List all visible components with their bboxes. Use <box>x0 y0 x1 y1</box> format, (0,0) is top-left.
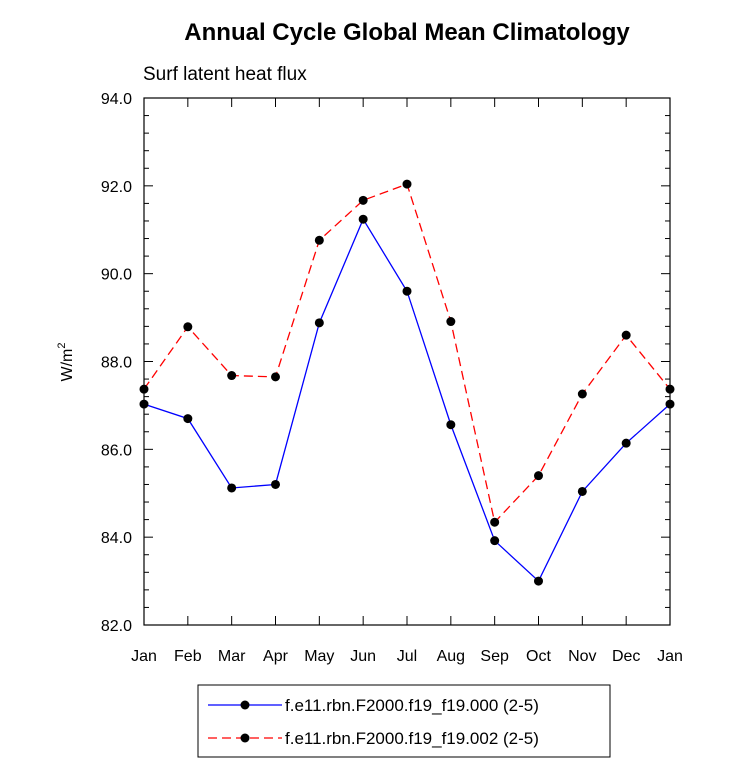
plot-area: 82.0 84.0 86.0 88.0 90.0 92.0 94.0 Jan Feb Mar Apr… <box>101 91 683 665</box>
x-tick-label: Jun <box>350 648 376 665</box>
plot-frame <box>143 97 671 626</box>
series-2-point <box>665 384 675 394</box>
x-tick-label: Sep <box>480 648 509 665</box>
x-tick-label: Nov <box>568 648 596 665</box>
series-2-point <box>139 384 149 394</box>
y-axis-label-superscript: 2 <box>56 343 68 349</box>
series-2-point <box>227 371 237 381</box>
y-tick-label: 94.0 <box>101 91 132 108</box>
series-1-point <box>358 214 368 224</box>
series-1-point <box>271 479 280 489</box>
series-1-point <box>534 576 543 586</box>
series-2-point <box>490 517 500 527</box>
legend: f.e11.rbn.F2000.f19_f19.000 (2-5) f.e11.r… <box>197 684 611 758</box>
x-tick-label: Jan <box>657 648 683 665</box>
series-2-point <box>358 195 368 205</box>
series-2-point <box>402 179 412 189</box>
y-tick-label: 84.0 <box>101 530 132 547</box>
series-1-point <box>621 438 631 448</box>
series-2-point <box>271 372 280 382</box>
series-2-point <box>183 322 193 332</box>
series-2-point <box>534 471 543 481</box>
series-1-point <box>139 399 149 409</box>
series-1-point <box>665 399 675 409</box>
series-1-point <box>402 286 412 296</box>
series-line-2 <box>143 183 671 524</box>
y-tick-label: 86.0 <box>101 442 132 459</box>
legend-label-1: f.e11.rbn.F2000.f19_f19.000 (2-5) <box>285 696 539 715</box>
y-axis-label: W/m2 <box>56 343 76 382</box>
legend-marker-1 <box>240 700 250 710</box>
series-2-point <box>577 389 587 399</box>
series-2-point <box>314 235 324 245</box>
series-1-point <box>446 420 456 430</box>
series-1-point <box>183 414 193 424</box>
x-tick-label: Oct <box>526 648 551 665</box>
legend-marker-2 <box>240 733 250 743</box>
x-tick-label: May <box>304 648 334 665</box>
legend-label-2: f.e11.rbn.F2000.f19_f19.002 (2-5) <box>285 729 539 748</box>
series-line-1 <box>143 217 671 583</box>
series-2-point <box>621 330 631 340</box>
x-tick-label: Jul <box>397 648 417 665</box>
legend-box <box>197 684 611 758</box>
y-tick-label: 90.0 <box>101 267 132 284</box>
series-1-point <box>314 318 324 328</box>
y-tick-label: 92.0 <box>101 179 132 196</box>
x-tick-label: Jan <box>131 648 157 665</box>
y-tick-label: 88.0 <box>101 355 132 372</box>
chart-subtitle: Surf latent heat flux <box>143 64 307 85</box>
x-tick-label: Feb <box>174 648 202 665</box>
series-1-point <box>577 486 587 496</box>
x-tick-label: Mar <box>218 648 246 665</box>
x-tick-label: Dec <box>612 648 640 665</box>
x-tick-label: Aug <box>437 648 465 665</box>
x-tick-label: Apr <box>263 648 289 665</box>
series-1-point <box>490 536 500 546</box>
chart-title: Annual Cycle Global Mean Climatology <box>184 19 630 46</box>
series-2-point <box>446 317 456 327</box>
y-axis-label-base: W/m <box>59 349 76 382</box>
series-1-point <box>227 483 237 493</box>
y-tick-label: 82.0 <box>101 618 132 635</box>
